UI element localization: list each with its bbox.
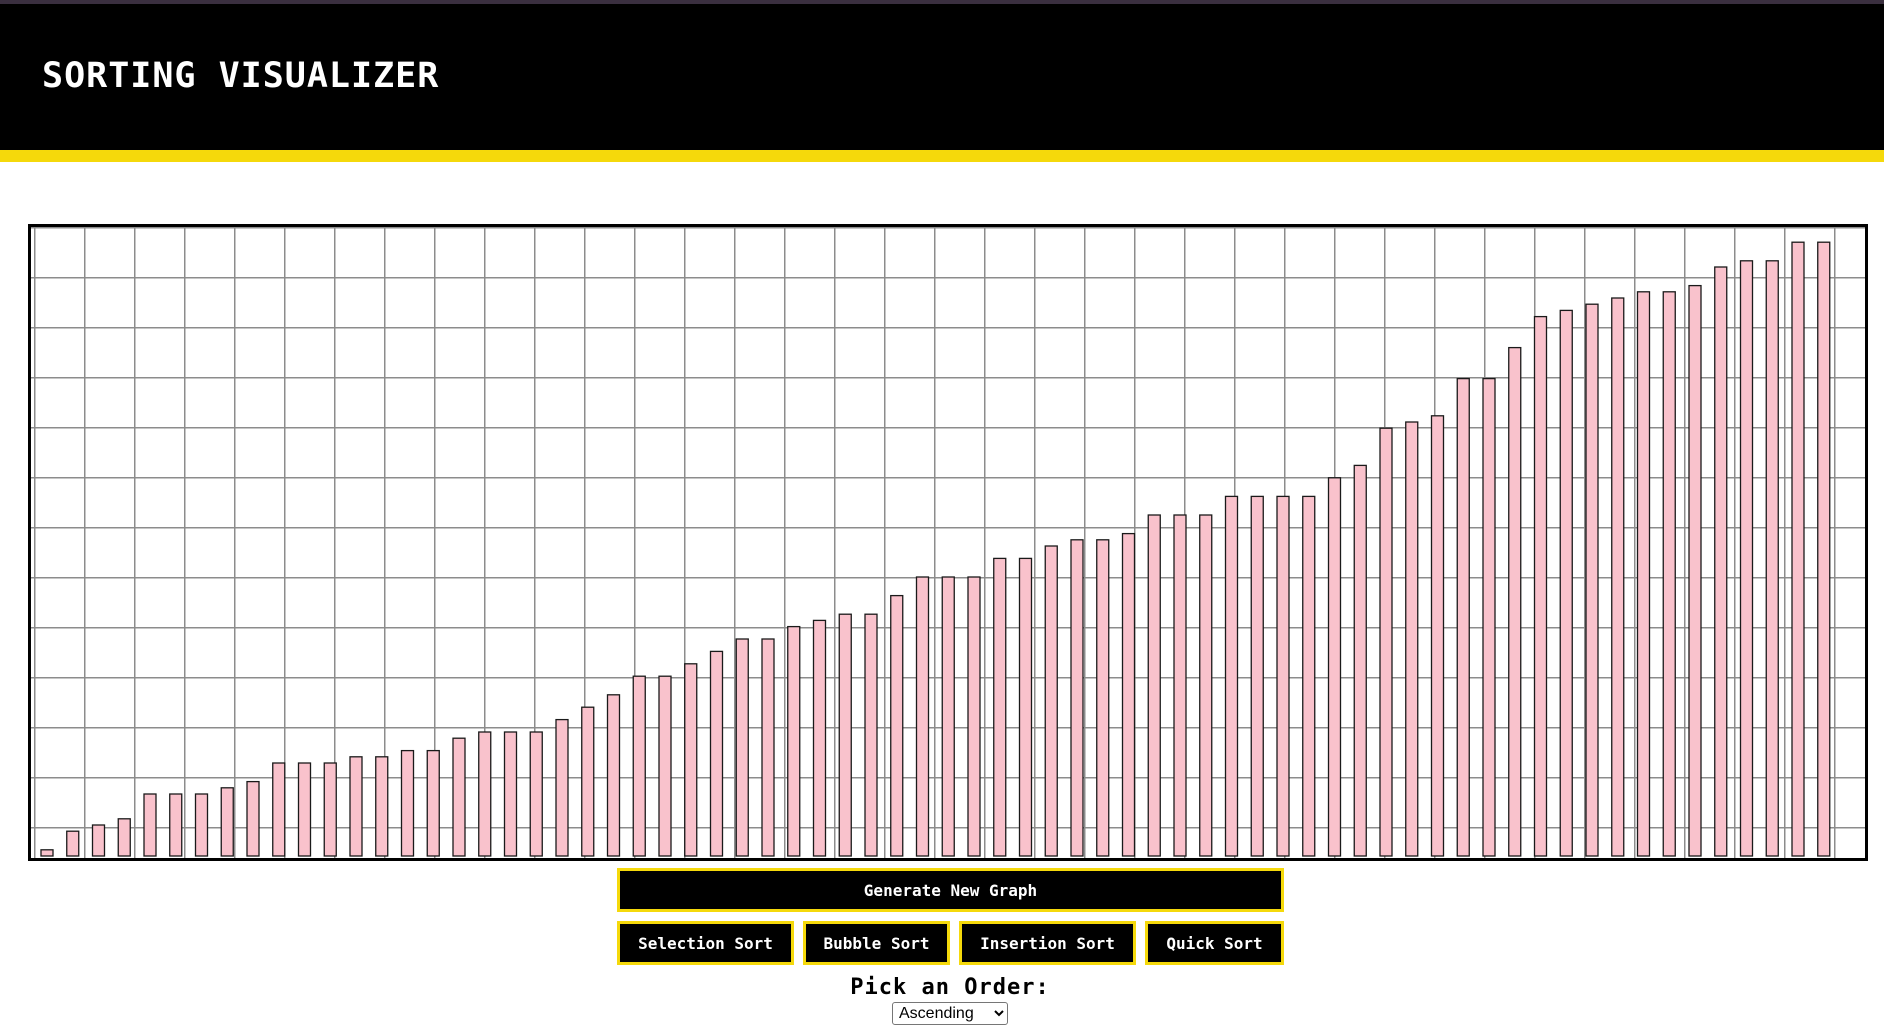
bar [581,706,595,857]
bar [1714,266,1728,857]
bar [1379,427,1393,857]
bar [915,576,930,857]
bar [761,638,775,857]
bar [1121,532,1136,857]
bar [838,613,852,857]
bar [1662,291,1676,857]
bar [375,756,389,857]
bar [1482,377,1496,857]
bar [1276,495,1290,857]
bar [246,780,260,857]
bar [864,613,878,857]
bar [297,762,312,857]
bar [1430,415,1445,857]
window-top-edge [0,0,1884,4]
bar-chart [28,224,1868,861]
selection-sort-button[interactable]: Selection Sort [617,921,794,965]
bar [1044,545,1058,857]
bar [606,694,621,857]
bar [323,762,337,857]
bar [1173,514,1187,857]
bar [1508,346,1522,857]
bar [169,793,183,857]
bar [1585,303,1599,857]
bar [194,793,209,857]
bar [1302,495,1316,857]
bar [1791,241,1805,857]
bar [1456,377,1470,857]
quick-sort-button[interactable]: Quick Sort [1145,921,1284,965]
bar [1559,309,1573,857]
bar [735,638,749,857]
bar [684,663,698,857]
bar [40,849,54,857]
bar [1353,464,1367,857]
order-label: Pick an Order: [850,975,1050,1000]
bar [1817,241,1831,857]
bar [812,619,827,857]
bar [1224,495,1239,857]
bar [503,731,518,857]
bar [709,650,724,857]
bubble-sort-button[interactable]: Bubble Sort [803,921,950,965]
generate-new-graph-button[interactable]: Generate New Graph [617,868,1284,912]
page-title: SORTING VISUALIZER [42,56,440,96]
bar [993,557,1007,857]
bar [1688,284,1702,857]
bar [787,625,801,857]
header-accent-stripe [0,150,1884,162]
bar [1147,514,1161,857]
bar [143,793,157,857]
bar [1018,557,1033,857]
bar [890,594,904,857]
bar [1636,291,1651,857]
bar [1405,421,1419,857]
bar [1250,495,1264,857]
bar [1765,260,1779,857]
bar [1739,260,1754,857]
bar [1533,315,1548,857]
bar [967,576,981,857]
bar [452,737,466,857]
bar [117,818,131,857]
bar [1611,297,1625,857]
bar [555,718,569,857]
bar [529,731,543,857]
bar [1096,539,1110,857]
bar-chart-canvas [40,241,1831,857]
bar [220,787,234,857]
app-header: SORTING VISUALIZER [0,4,1884,150]
order-select[interactable]: Ascending [892,1002,1008,1025]
bar [400,749,415,857]
bar [272,762,286,857]
bar [941,576,955,857]
bar [426,749,440,857]
bar [1070,539,1084,857]
bar [1199,514,1213,857]
bar [632,675,646,857]
bar [478,731,492,857]
bar [349,756,363,857]
insertion-sort-button[interactable]: Insertion Sort [959,921,1136,965]
bar [91,824,106,857]
bar [1327,477,1342,857]
bar [66,830,80,857]
bar [658,675,672,857]
